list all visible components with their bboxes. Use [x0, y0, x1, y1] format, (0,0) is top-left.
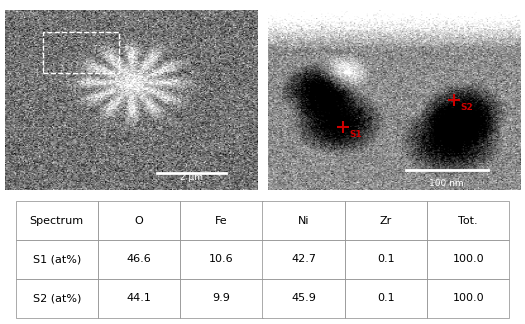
Text: S2: S2 — [460, 103, 473, 112]
Text: (a): (a) — [123, 203, 139, 213]
Text: (b): (b) — [386, 203, 402, 213]
Bar — [43, 32, 119, 73]
Text: 2 μm: 2 μm — [181, 173, 203, 182]
Text: 100 nm: 100 nm — [429, 179, 464, 188]
Text: S1: S1 — [350, 131, 362, 139]
